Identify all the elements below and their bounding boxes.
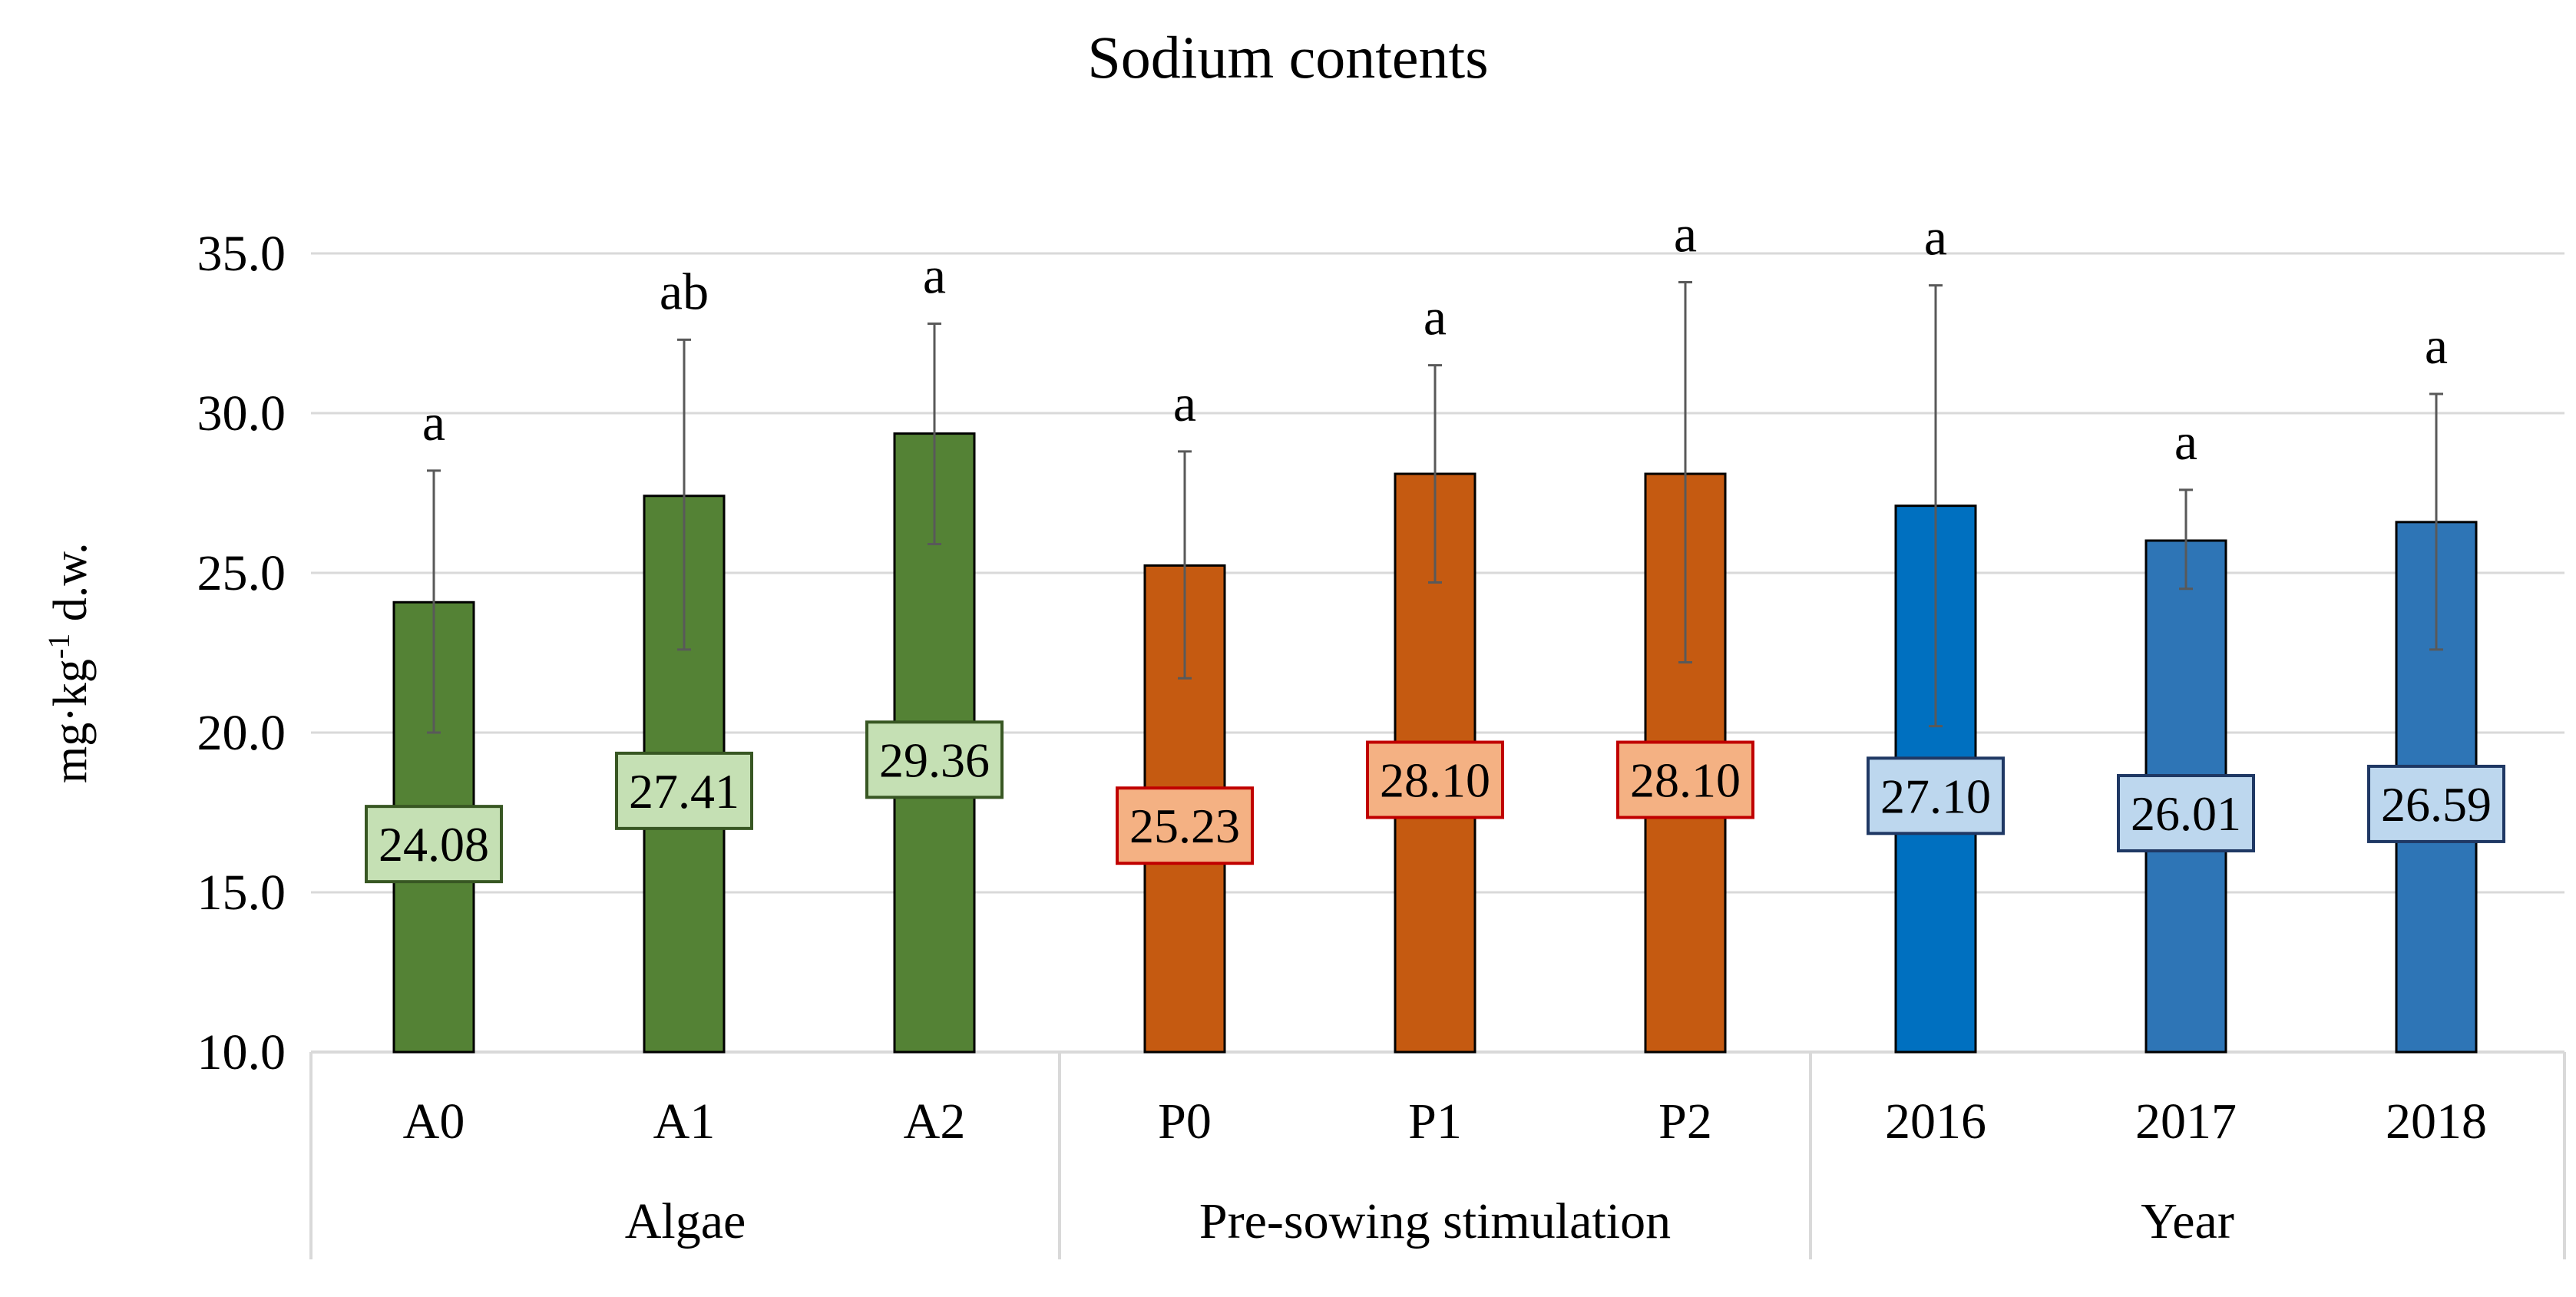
x-category-label: 2016 — [1885, 1094, 1986, 1150]
data-label: 28.10 — [1630, 753, 1741, 808]
data-label: 28.10 — [1380, 753, 1490, 808]
data-label: 24.08 — [379, 817, 489, 872]
data-label-box — [1366, 740, 1504, 819]
x-category-label: A1 — [653, 1094, 716, 1150]
data-label: 29.36 — [879, 733, 990, 787]
y-tick-label: 10.0 — [197, 1024, 286, 1080]
data-label-box — [365, 805, 503, 884]
significance-letter: a — [1674, 204, 1697, 263]
significance-letter: a — [1424, 288, 1447, 346]
group-label: Pre-sowing stimulation — [1199, 1193, 1671, 1249]
x-category-label: P2 — [1658, 1094, 1712, 1150]
x-category-label: A2 — [904, 1094, 966, 1150]
y-tick-label: 15.0 — [197, 865, 286, 921]
y-tick-label: 35.0 — [197, 226, 286, 282]
data-label-box — [865, 720, 1004, 799]
chart-title: Sodium contents — [1087, 24, 1489, 91]
data-label: 27.10 — [1880, 769, 1991, 823]
y-axis-label: mg·kg-1 d.w. — [41, 543, 98, 783]
significance-letter: a — [2174, 412, 2197, 471]
error-bars — [427, 280, 2443, 734]
data-labels: 24.08 27.41 29.36 25.23 28.10 28.10 27.10 26.01… — [365, 720, 2505, 884]
data-label-box — [1867, 756, 2005, 835]
y-tick-label: 20.0 — [197, 705, 286, 761]
y-tick-label: 30.0 — [197, 385, 286, 442]
data-label: 26.01 — [2131, 786, 2241, 841]
group-label: Year — [2141, 1193, 2234, 1249]
data-label-box — [1116, 786, 1254, 865]
data-label: 25.23 — [1129, 799, 1240, 853]
significance-letter: a — [923, 246, 946, 305]
significance-letter: a — [1173, 374, 1196, 432]
significance-letter: a — [1924, 208, 1947, 266]
data-label-box — [2367, 764, 2505, 843]
chart-text: mg·kg-1 d.w. 10.0 15.0 20.0 25.0 30.0 35.0 a A0… — [41, 204, 2488, 1249]
significance-letter: ab — [660, 262, 709, 320]
data-label-box — [615, 751, 753, 830]
data-label: 26.59 — [2381, 777, 2492, 832]
group-label: Algae — [625, 1193, 746, 1249]
significance-letter: a — [2425, 316, 2448, 375]
data-label-box — [2117, 773, 2255, 852]
x-category-label: A0 — [403, 1094, 465, 1150]
data-label-box — [1616, 740, 1754, 819]
x-category-label: 2018 — [2386, 1094, 2487, 1150]
data-label: 27.41 — [629, 764, 739, 819]
significance-letter: a — [422, 393, 445, 452]
y-tick-label: 25.0 — [197, 545, 286, 601]
x-category-label: 2017 — [2135, 1094, 2237, 1150]
x-category-label: P0 — [1158, 1094, 1212, 1150]
x-category-label: P1 — [1408, 1094, 1462, 1150]
